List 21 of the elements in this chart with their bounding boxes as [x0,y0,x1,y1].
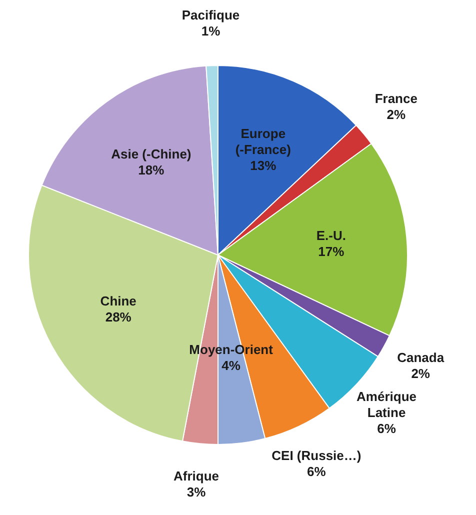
data-label: 1% [201,24,221,38]
data-label: 4% [222,358,241,373]
slice-label: Afrique [173,468,219,484]
data-label: 18% [138,162,165,178]
slice-label: Pacifique [182,8,240,22]
data-label: 2% [386,107,406,122]
slice-label: Europe (-France) [235,126,291,158]
data-label: 3% [186,484,206,500]
slice-label: Amérique Latine [356,388,417,420]
slice-label: Canada [397,350,445,365]
slice-label: Asie (-Chine) [111,146,192,162]
data-label: 17% [318,244,345,259]
data-label: 13% [250,158,277,174]
slice-label: CEI (Russie…) [272,448,362,463]
data-label: 6% [377,420,396,436]
data-label: 6% [307,464,326,479]
slice-label: E.-U. [316,228,346,243]
data-label: 28% [105,309,132,324]
data-label: 2% [411,366,430,381]
slice-label: Chine [100,293,136,308]
slice-label: France [374,91,418,106]
